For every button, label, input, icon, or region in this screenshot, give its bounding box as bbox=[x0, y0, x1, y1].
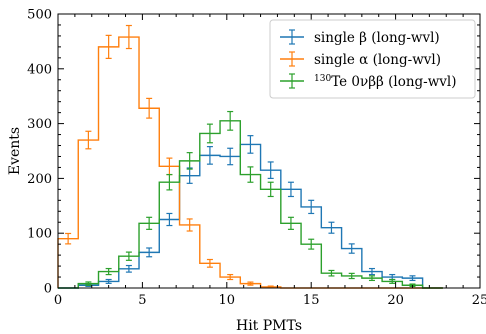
error-bar bbox=[287, 216, 294, 230]
legend-entry: single β (long-wvl) bbox=[280, 29, 440, 46]
error-bar bbox=[186, 218, 193, 232]
error-bar bbox=[105, 278, 112, 284]
x-tick-label: 15 bbox=[303, 293, 320, 308]
error-bar bbox=[166, 173, 173, 191]
x-tick-label: 5 bbox=[138, 293, 146, 308]
error-bar bbox=[348, 243, 355, 254]
x-tick-label: 25 bbox=[472, 293, 486, 308]
y-tick-label: 500 bbox=[27, 8, 52, 23]
error-bar bbox=[267, 161, 274, 179]
y-tick-label: 300 bbox=[27, 117, 52, 132]
error-bar bbox=[308, 238, 315, 250]
legend-entry: 130Te 0νββ (long-wvl) bbox=[280, 73, 457, 90]
error-bar bbox=[105, 267, 112, 276]
error-bar bbox=[328, 269, 335, 277]
series-0 bbox=[58, 135, 443, 289]
x-axis-label: Hit PMTs bbox=[236, 318, 302, 334]
x-tick-label: 10 bbox=[219, 293, 236, 308]
legend-label: single α (long-wvl) bbox=[314, 52, 441, 68]
error-bar bbox=[146, 216, 153, 230]
legend: single β (long-wvl) single α (long-wvl) 13… bbox=[269, 19, 476, 99]
error-bar bbox=[206, 123, 213, 144]
axes-layer: 0 5 10 15 20 25 0 100 200 300 400 500 Hit PMTs Events bbox=[7, 8, 486, 334]
error-bar bbox=[368, 267, 375, 276]
error-bar bbox=[247, 166, 254, 183]
error-bar bbox=[227, 147, 234, 166]
error-bar bbox=[125, 251, 132, 261]
error-bar bbox=[287, 181, 294, 198]
legend-box bbox=[269, 19, 476, 99]
x-tick-label: 0 bbox=[54, 293, 62, 308]
error-bar bbox=[166, 212, 173, 227]
error-bar bbox=[186, 152, 193, 170]
legend-label: 130Te 0νββ (long-wvl) bbox=[314, 74, 457, 90]
y-tick-label: 200 bbox=[27, 172, 52, 187]
error-bar bbox=[206, 146, 213, 165]
error-bar bbox=[85, 130, 92, 150]
y-tick-label: 0 bbox=[44, 282, 52, 297]
y-tick-label: 100 bbox=[27, 227, 52, 242]
y-axis-label: Events bbox=[7, 127, 23, 175]
error-bar bbox=[146, 247, 153, 258]
error-bar bbox=[206, 258, 213, 268]
error-bar bbox=[267, 181, 274, 198]
error-bar bbox=[105, 34, 112, 59]
error-bar bbox=[125, 24, 132, 50]
plot-frame bbox=[57, 13, 481, 289]
error-bar bbox=[146, 97, 153, 119]
error-bar bbox=[348, 272, 355, 280]
error-bar bbox=[227, 273, 234, 281]
error-bar bbox=[247, 135, 254, 154]
error-bar bbox=[85, 281, 92, 286]
error-bar bbox=[368, 275, 375, 282]
y-tick-label: 400 bbox=[27, 62, 52, 77]
legend-entry: single α (long-wvl) bbox=[280, 51, 441, 68]
legend-label: single β (long-wvl) bbox=[314, 30, 440, 46]
error-bar bbox=[409, 275, 416, 282]
error-bar bbox=[125, 264, 132, 273]
error-bar bbox=[328, 221, 335, 234]
series-2 bbox=[58, 110, 443, 289]
series-0-step-line bbox=[58, 143, 443, 289]
series-layer bbox=[57, 24, 443, 289]
error-bar bbox=[247, 281, 254, 286]
x-tick-label: 20 bbox=[387, 293, 404, 308]
error-bar bbox=[227, 110, 234, 131]
error-bar bbox=[308, 199, 315, 215]
error-bar bbox=[65, 232, 72, 245]
error-bar bbox=[389, 278, 396, 284]
